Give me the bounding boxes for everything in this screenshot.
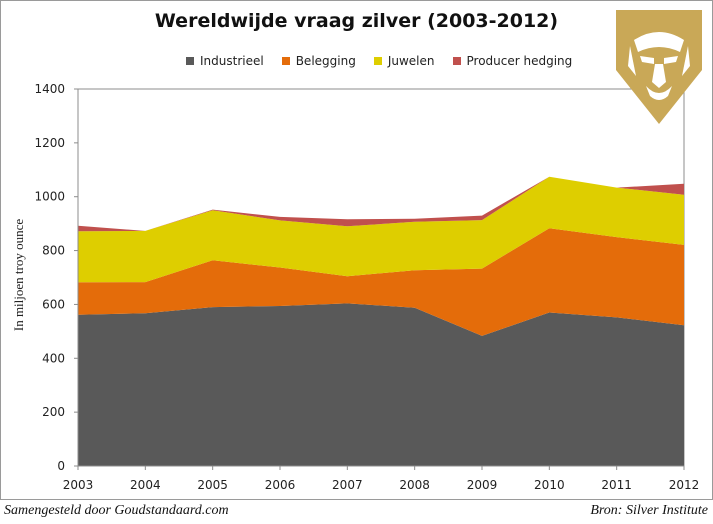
legend-item-belegging: Belegging [281, 54, 356, 68]
y-tick-label: 1000 [34, 190, 65, 204]
y-tick-label: 0 [57, 459, 65, 473]
x-tick-label: 2011 [601, 478, 632, 492]
x-tick-label: 2012 [669, 478, 700, 492]
y-tick-label: 1400 [34, 82, 65, 96]
x-tick-label: 2010 [534, 478, 565, 492]
area-series-industrieel [78, 303, 684, 466]
y-tick-label: 800 [42, 244, 65, 258]
legend-label: Producer hedging [466, 54, 573, 68]
x-tick-label: 2003 [63, 478, 94, 492]
chart-title: Wereldwijde vraag zilver (2003-2012) [154, 10, 559, 32]
legend-label: Belegging [295, 54, 356, 68]
footer-source: Bron: Silver Institute [590, 503, 708, 518]
legend-swatch [186, 57, 194, 65]
x-tick-label: 2004 [130, 478, 161, 492]
y-tick-label: 400 [42, 351, 65, 365]
legend-label: Industrieel [200, 54, 264, 68]
lion-head-icon [616, 10, 702, 124]
legend-item-industrieel: Industrieel [186, 54, 264, 68]
x-tick-label: 2006 [265, 478, 296, 492]
lion-logo [610, 6, 708, 133]
x-tick-label: 2005 [197, 478, 228, 492]
x-tick-label: 2008 [399, 478, 430, 492]
y-tick-label: 200 [42, 405, 65, 419]
legend-swatch [452, 57, 461, 65]
area-series-belegging [78, 228, 684, 336]
legend-swatch [281, 57, 290, 65]
footer-credit: Samengesteld door Goudstandaard.com [4, 503, 229, 518]
y-tick-label: 600 [42, 297, 65, 311]
legend-swatch [373, 57, 382, 65]
legend-label: Juwelen [387, 54, 435, 68]
y-tick-label: 1200 [34, 136, 65, 150]
area-series-juwelen [78, 176, 684, 283]
legend-item-producer-hedging: Producer hedging [452, 54, 573, 68]
chart-plot: 0 200 400 600 800 1000 1200 1400 2003 2004 2005 200… [34, 82, 700, 492]
legend-item-juwelen: Juwelen [373, 54, 435, 68]
chart-legend: Industrieel Belegging Juwelen Producer h… [186, 54, 572, 68]
x-tick-label: 2007 [332, 478, 363, 492]
area-series-producer-hedging [78, 176, 684, 232]
x-tick-label: 2009 [467, 478, 498, 492]
